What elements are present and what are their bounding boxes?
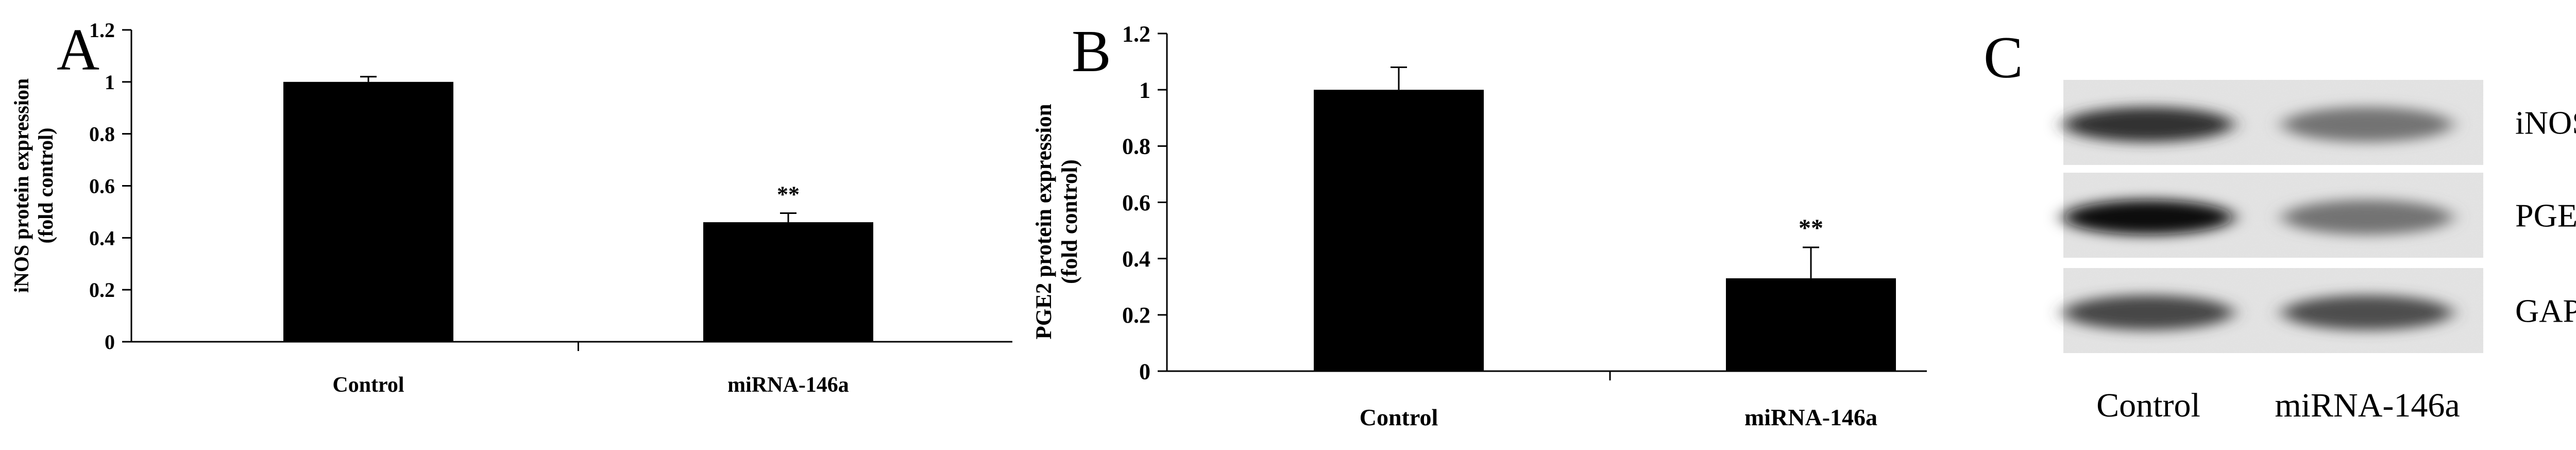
blot-lane-label: Control [2096, 387, 2200, 424]
blot-band [2282, 107, 2452, 142]
panel-b-bar-control [1314, 90, 1484, 371]
panel-a-label: A [57, 17, 99, 82]
blot-band [2282, 199, 2452, 235]
blot-lane-label: miRNA-146a [2275, 387, 2460, 424]
blot-row-pge2: PGE2 [2063, 173, 2576, 258]
panel-b-y-tick-label: 1.2 [1122, 21, 1150, 46]
panel-a: A iNOS protein expression (fold control)… [10, 17, 1012, 397]
blot-row-label: iNOS [2515, 105, 2576, 141]
blot-row-gapdh: GAPDH [2063, 268, 2576, 353]
panel-b-y-tick-label: 0.8 [1122, 134, 1150, 159]
blot-band [2063, 295, 2233, 330]
panel-a-significance-label: ** [777, 181, 800, 207]
panel-b-y-tick-label: 1 [1139, 78, 1150, 103]
panel-b-y-tick-label: 0.4 [1122, 246, 1150, 272]
panel-a-y-tick-label: 0.6 [89, 175, 115, 198]
blot-band [2282, 295, 2452, 330]
panel-a-y-tick-label: 0.8 [89, 123, 115, 146]
panel-c: C iNOS PGE2 GAPDH Control miRNA-146a [1984, 25, 2576, 424]
panel-a-category-label: Control [332, 373, 404, 397]
panel-b-y-tick-label: 0.6 [1122, 190, 1150, 215]
panel-b-label: B [1072, 19, 1111, 84]
panel-a-y-axis-label-line2: (fold control) [34, 128, 57, 244]
panel-b-y-tick-label: 0.2 [1122, 303, 1150, 328]
blot-row-label: GAPDH [2515, 293, 2576, 329]
panel-a-y-tick-label: 0.2 [89, 278, 115, 302]
blot-row-label: PGE2 [2515, 197, 2576, 234]
panel-a-y-tick-label: 0.4 [89, 226, 115, 249]
panel-a-category-label: miRNA-146a [727, 373, 849, 397]
panel-a-bar-control [283, 81, 453, 342]
panel-b-category-label: miRNA-146a [1744, 404, 1877, 430]
panel-b-y-axis-label-line2: (fold control) [1058, 159, 1082, 284]
panel-b-category-label: Control [1360, 404, 1438, 430]
panel-a-y-axis-label-line1: iNOS protein expression [10, 78, 33, 293]
panel-b-significance-label: ** [1799, 214, 1823, 242]
panel-a-y-tick-label: 1 [105, 71, 115, 94]
panel-a-bar-mirna-146a [703, 222, 873, 342]
panel-b: B PGE2 protein expression (fold control)… [1032, 19, 1927, 430]
panel-c-label: C [1984, 25, 2023, 90]
panel-b-y-axis-label-line1: PGE2 protein expression [1032, 104, 1056, 339]
panel-b-y-tick-label: 0 [1139, 359, 1150, 384]
panel-a-y-tick-label: 1.2 [89, 19, 115, 42]
blot-band [2063, 199, 2233, 235]
panel-a-y-tick-label: 0 [105, 330, 115, 354]
blot-row-inos: iNOS [2063, 80, 2576, 165]
blot-band [2063, 107, 2233, 142]
panel-b-bar-mirna-146a [1726, 278, 1896, 371]
